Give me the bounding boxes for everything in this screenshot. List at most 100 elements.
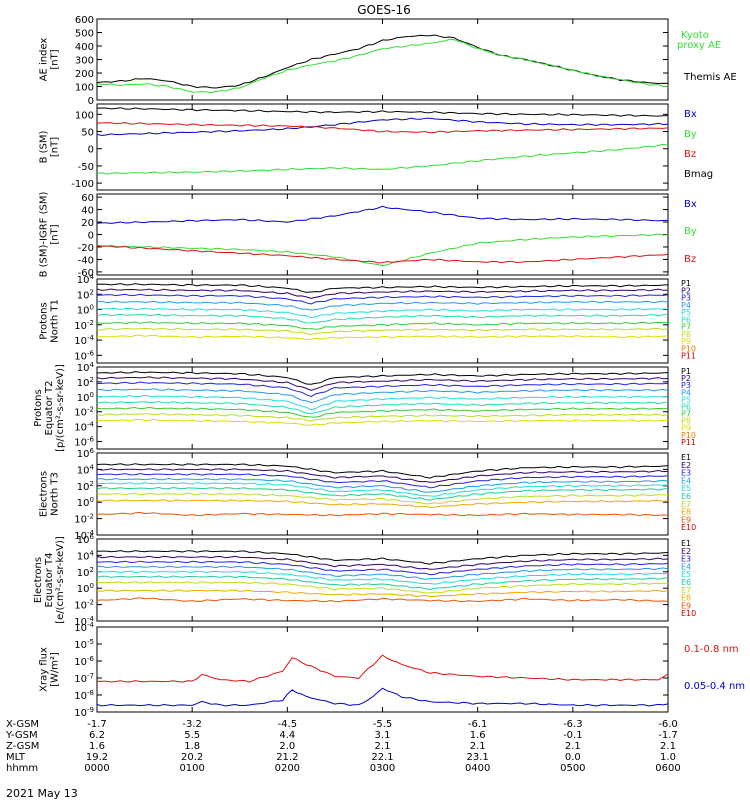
legend-entry: Bx [684, 109, 697, 120]
y-tick-label: 40 [81, 206, 94, 217]
series-p5 [96, 394, 669, 411]
y-tick-label: 104 [77, 549, 95, 562]
series-e4 [96, 477, 669, 493]
y-tick-label: 10-2 [74, 406, 94, 419]
y-axis-label: Equator T4 [44, 553, 55, 608]
y-tick-label: 100 [75, 110, 94, 121]
legend-entry: Bz [684, 149, 696, 160]
legend-entry: E10 [681, 523, 696, 532]
legend-entry: P8 [681, 417, 691, 426]
series-themis-ae [96, 34, 669, 89]
series-bx [96, 117, 669, 137]
y-tick-label: 102 [77, 566, 94, 579]
legend-entry: P2 [681, 286, 691, 295]
legend-entry: 0.05-0.4 nm [684, 681, 745, 692]
y-axis-label: [W/m²] [50, 652, 61, 687]
legend-entry: P3 [681, 381, 691, 390]
y-axis-label: AE index [39, 38, 50, 82]
y-tick-label: 20 [81, 218, 94, 229]
y-tick-label: -40 [78, 255, 94, 266]
legend-entry: E4 [681, 562, 691, 571]
legend-entry: E5 [681, 570, 691, 579]
series-p2 [96, 376, 669, 391]
y-tick-label: 100 [75, 83, 94, 94]
legend-entry: E6 [681, 492, 691, 501]
x-tick-label: 4.4 [279, 730, 295, 741]
legend-entry: P3 [681, 294, 691, 303]
x-tick-label: 0.0 [565, 752, 581, 763]
series-bx [96, 205, 669, 224]
series-p2 [96, 288, 669, 299]
legend-entry: E2 [681, 461, 691, 470]
x-tick-label: 0300 [370, 763, 395, 774]
panel-frame [96, 18, 669, 101]
x-tick-label: 2.1 [660, 741, 676, 752]
legend-entry: E3 [681, 469, 691, 478]
series-p8 [96, 412, 669, 422]
series-e8 [96, 499, 669, 508]
x-row-label: Y-GSM [5, 730, 38, 741]
x-tick-label: -6.1 [468, 719, 488, 730]
legend-entry: P1 [681, 367, 691, 376]
y-tick-label: 104 [77, 361, 95, 374]
series-by [96, 233, 669, 267]
legend-entry: E3 [681, 555, 691, 564]
legend-entry: E4 [681, 476, 691, 485]
y-tick-label: 10-5 [74, 638, 94, 651]
y-tick-label: -100 [71, 179, 94, 190]
y-tick-label: 102 [77, 480, 94, 493]
legend-entry: P5 [681, 395, 691, 404]
x-row-label: X-GSM [6, 719, 39, 730]
series-e3 [96, 473, 669, 489]
x-tick-label: -6.3 [563, 719, 583, 730]
y-tick-label: 200 [75, 69, 94, 80]
legend-entry: proxy AE [677, 40, 721, 51]
x-tick-label: 0400 [465, 763, 490, 774]
y-tick-label: 102 [77, 376, 94, 389]
x-tick-label: 3.1 [375, 730, 391, 741]
legend-entry: P6 [681, 315, 691, 324]
series-bz [96, 245, 669, 264]
legend-entry: E10 [681, 609, 696, 618]
legend-entry: E8 [681, 594, 691, 603]
y-tick-label: 60 [81, 193, 94, 204]
panel-frame [96, 103, 669, 191]
legend-entry: P5 [681, 308, 691, 317]
y-axis-label: B (SM)-IGRF (SM) [39, 192, 50, 278]
legend-entry: P1 [681, 279, 691, 288]
series-0-1-0-8-nm [96, 654, 669, 683]
legend-entry: P2 [681, 374, 691, 383]
x-row-label: hhmm [6, 763, 38, 774]
series-by [96, 143, 669, 175]
legend-entry: Bz [684, 254, 696, 265]
y-axis-label: [e/(cm²-s-sr-keV)] [55, 536, 66, 624]
y-tick-label: 10-8 [74, 689, 94, 702]
series-e7 [96, 581, 669, 594]
y-tick-label: 102 [77, 288, 94, 301]
y-tick-label: 10-4 [74, 334, 94, 347]
series-e1 [96, 463, 669, 479]
series-proxy-ae [96, 38, 669, 94]
series-e2 [96, 555, 669, 570]
series-e7 [96, 492, 669, 505]
x-tick-label: 20.2 [181, 752, 203, 763]
x-tick-label: -1.7 [87, 719, 107, 730]
y-tick-label: 100 [77, 496, 94, 509]
legend-entry: E2 [681, 547, 691, 556]
x-tick-label: 23.1 [467, 752, 489, 763]
x-tick-label: 5.5 [184, 730, 200, 741]
y-tick-label: 0 [88, 96, 94, 107]
y-tick-label: 10-6 [74, 349, 94, 362]
x-tick-label: 1.6 [470, 730, 486, 741]
y-tick-label: 10-4 [74, 621, 94, 634]
y-tick-label: 106 [77, 447, 95, 460]
y-tick-label: 100 [77, 391, 94, 404]
series-p5 [96, 307, 669, 319]
legend-entry: 0.1-0.8 nm [684, 644, 739, 655]
